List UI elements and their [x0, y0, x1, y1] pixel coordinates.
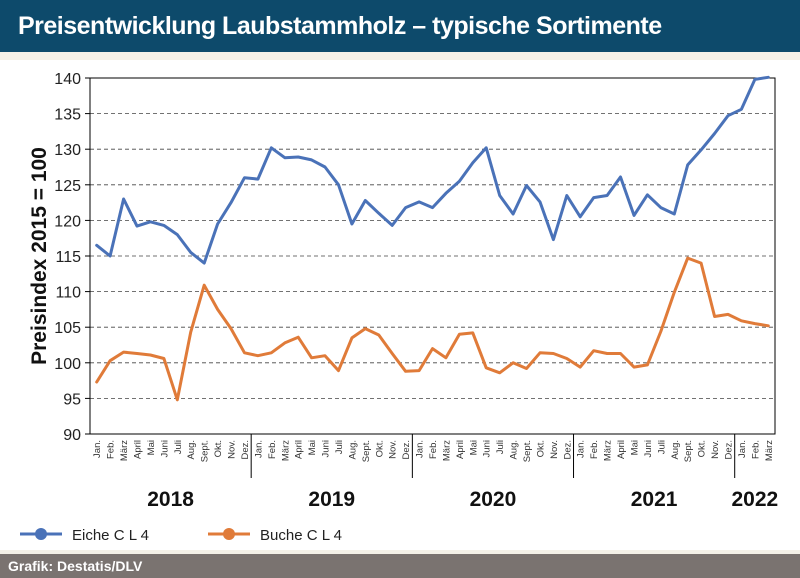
- x-tick-label: Sept.: [522, 440, 533, 462]
- y-tick-label: 120: [54, 213, 81, 230]
- y-tick-label: 95: [63, 391, 81, 408]
- legend-label: Eiche C L 4: [72, 527, 149, 544]
- x-tick-label: April: [133, 440, 144, 459]
- x-tick-label: Dez.: [401, 440, 412, 460]
- x-tick-label: Juli: [173, 440, 184, 454]
- year-label: 2019: [308, 488, 355, 511]
- x-tick-label: Juni: [321, 440, 332, 457]
- series-line-buche: [95, 256, 770, 402]
- y-tick-label: 105: [54, 320, 81, 337]
- y-tick-label: 140: [54, 71, 81, 88]
- year-label: 2018: [147, 488, 194, 511]
- y-tick-label: 135: [54, 107, 81, 124]
- x-tick-label: Aug.: [509, 440, 520, 460]
- x-tick-label: Nov.: [388, 440, 399, 459]
- x-tick-label: Okt.: [213, 440, 224, 457]
- x-tick-label: März: [280, 440, 291, 461]
- x-tick-label: Juni: [643, 440, 654, 457]
- x-tick-label: Jan.: [415, 440, 426, 458]
- y-axis-ticks: 90 95 100 105 110 115 120 125 130 135 140: [54, 71, 90, 444]
- source-credit: Grafik: Destatis/DLV: [0, 554, 800, 578]
- x-tick-label: Dez.: [240, 440, 251, 460]
- y-tick-label: 115: [55, 249, 81, 266]
- legend: Eiche C L 4 Buche C L 4: [20, 527, 342, 544]
- x-tick-label: Sept.: [361, 440, 372, 462]
- x-tick-label: Okt.: [535, 440, 546, 457]
- y-axis-title: Preisindex 2015 = 100: [28, 147, 51, 365]
- y-tick-label: 110: [55, 285, 81, 302]
- x-tick-label: Jan.: [253, 440, 264, 458]
- x-tick-label: Mai: [468, 440, 479, 455]
- x-tick-label: Nov.: [710, 440, 721, 459]
- x-tick-label: Jan.: [737, 440, 748, 458]
- y-tick-label: 90: [63, 427, 81, 444]
- series-line-eiche: [95, 75, 770, 265]
- x-tick-label: März: [764, 440, 775, 461]
- x-tick-label: Dez.: [562, 440, 573, 460]
- year-label: 2021: [631, 488, 678, 511]
- x-tick-label: Nov.: [549, 440, 560, 459]
- x-tick-label: Okt.: [697, 440, 708, 457]
- x-tick-label: Okt.: [374, 440, 385, 457]
- legend-label: Buche C L 4: [260, 527, 342, 544]
- x-tick-label: Sept.: [200, 440, 211, 462]
- x-tick-label: Aug.: [670, 440, 681, 460]
- y-tick-label: 125: [54, 178, 81, 195]
- y-tick-label: 130: [54, 142, 81, 159]
- x-tick-label: Juni: [159, 440, 170, 457]
- x-tick-label: Feb.: [750, 440, 761, 459]
- x-tick-label: März: [119, 440, 130, 461]
- x-tick-label: Feb.: [267, 440, 278, 459]
- grid-lines: [90, 113, 775, 399]
- x-tick-label: Aug.: [186, 440, 197, 460]
- x-tick-label: Mai: [307, 440, 318, 455]
- year-label: 2022: [731, 488, 778, 511]
- x-tick-label: Aug.: [347, 440, 358, 460]
- x-axis-ticks: Jan. Feb. März April Mai Juni Juli Aug. Sept. Okt…: [92, 440, 775, 462]
- x-tick-label: Nov.: [227, 440, 238, 459]
- x-tick-label: Jan.: [92, 440, 103, 458]
- x-tick-label: April: [294, 440, 305, 459]
- x-tick-label: Juli: [334, 440, 345, 454]
- x-tick-label: Juli: [495, 440, 506, 454]
- x-tick-label: Feb.: [106, 440, 117, 459]
- x-tick-label: Feb.: [589, 440, 600, 459]
- year-label: 2020: [470, 488, 517, 511]
- year-labels: 2018 2019 2020 2021 2022: [147, 434, 778, 511]
- x-tick-label: Jan.: [576, 440, 587, 458]
- x-tick-label: März: [603, 440, 614, 461]
- x-tick-label: Feb.: [428, 440, 439, 459]
- series-lines: [95, 75, 770, 402]
- chart-panel: 90 95 100 105 110 115 120 125 130 135 140 Jan. Feb.…: [0, 60, 800, 550]
- x-tick-label: Juli: [656, 440, 667, 454]
- x-tick-label: Juni: [482, 440, 493, 457]
- x-tick-label: Sept.: [683, 440, 694, 462]
- x-tick-label: Dez.: [723, 440, 734, 460]
- y-tick-label: 100: [54, 356, 81, 373]
- x-tick-label: Mai: [146, 440, 157, 455]
- x-tick-label: Mai: [629, 440, 640, 455]
- legend-swatch-marker: [223, 528, 235, 540]
- x-tick-label: April: [616, 440, 627, 459]
- x-tick-label: März: [441, 440, 452, 461]
- x-tick-label: April: [455, 440, 466, 459]
- legend-swatch-marker: [35, 528, 47, 540]
- chart-title: Preisentwicklung Laubstammholz – typisch…: [0, 0, 800, 52]
